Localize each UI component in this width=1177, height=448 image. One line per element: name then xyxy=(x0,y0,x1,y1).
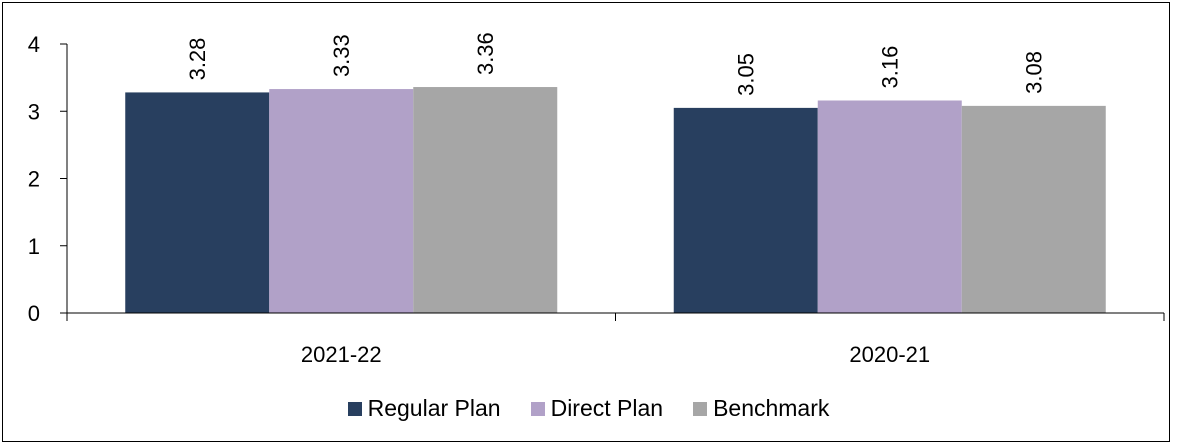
y-tick-label: 4 xyxy=(28,32,40,57)
legend-label-benchmark: Benchmark xyxy=(713,395,830,421)
y-tick-label: 1 xyxy=(28,234,40,259)
data-label: 3.08 xyxy=(1022,51,1047,94)
bar-benchmark-2021-22 xyxy=(413,87,558,313)
data-label: 3.16 xyxy=(878,46,903,89)
legend-swatch-direct-plan xyxy=(530,401,545,416)
y-tick-label: 0 xyxy=(28,301,40,326)
data-label: 3.05 xyxy=(734,53,759,96)
legend-item-regular-plan: Regular Plan xyxy=(347,395,501,422)
legend-swatch-benchmark xyxy=(693,401,708,416)
bar-regular-plan-2021-22 xyxy=(125,92,270,313)
legend-swatch-regular-plan xyxy=(347,401,362,416)
data-label: 3.28 xyxy=(185,38,210,81)
data-label: 3.33 xyxy=(329,34,354,77)
x-tick-label: 2020-21 xyxy=(849,342,930,367)
legend-label-direct-plan: Direct Plan xyxy=(550,395,664,421)
legend-item-benchmark: Benchmark xyxy=(693,395,829,422)
bar-direct-plan-2020-21 xyxy=(817,100,962,314)
bar-direct-plan-2021-22 xyxy=(269,89,414,314)
y-tick-label: 3 xyxy=(28,99,40,124)
legend-item-direct-plan: Direct Plan xyxy=(530,395,664,422)
y-tick-label: 2 xyxy=(28,167,40,192)
data-label: 3.36 xyxy=(473,32,498,75)
legend-label-regular-plan: Regular Plan xyxy=(367,395,501,421)
chart-legend: Regular Plan Direct Plan Benchmark xyxy=(0,395,1177,422)
bar-benchmark-2020-21 xyxy=(961,105,1106,314)
bar-regular-plan-2020-21 xyxy=(673,107,818,313)
x-tick-label: 2021-22 xyxy=(301,342,382,367)
